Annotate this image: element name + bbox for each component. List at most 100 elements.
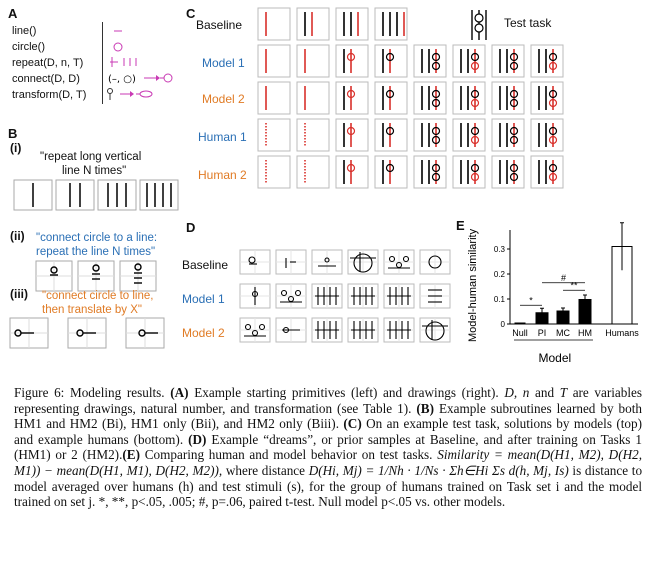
c-drawing-cell <box>491 155 525 189</box>
c-drawing-cell <box>296 7 330 41</box>
d-dream-cell <box>383 317 415 343</box>
y-tick-label: 0.3 <box>494 245 506 254</box>
d-dream-cell <box>239 249 271 275</box>
caption-formula1: Similarity = mean(D(H1, M2), D(H2, M1)) … <box>14 447 643 478</box>
c-drawing-cell <box>452 44 486 78</box>
primitive-repeat: repeat(D, n, T) <box>12 57 84 69</box>
c-row-label-human2: Human 2 <box>198 168 247 182</box>
quote-i-line1: "repeat long vertical <box>40 151 142 163</box>
subroutine-i-drawings <box>13 179 179 211</box>
c-drawing-cell <box>374 81 408 115</box>
d-dream-cell <box>311 249 343 275</box>
subroutine-ii-drawings <box>35 260 157 292</box>
test-task-label: Test task <box>504 16 552 30</box>
chart-ylabel: Model-human similarity <box>467 228 479 342</box>
c-row-label-human1: Human 1 <box>198 130 247 144</box>
d-dream-cell <box>239 283 271 309</box>
d-dream-cell <box>347 283 379 309</box>
c-drawing-cell <box>491 118 525 152</box>
x-tick-label: Null <box>512 328 528 338</box>
c-drawing-cell <box>452 118 486 152</box>
caption-d-text: Example “dreams”, or prior samples at Ba… <box>14 431 643 463</box>
c-drawing-cell <box>374 44 408 78</box>
c-drawing-cell <box>296 44 330 78</box>
d-dream-cell <box>347 317 379 343</box>
subroutine-iii-drawings <box>9 317 165 349</box>
d-dream-cell <box>347 249 379 275</box>
primitive-line: line() <box>12 25 37 37</box>
d-row-label-model2: Model 2 <box>182 326 225 340</box>
caption-e-text: Comparing human and model behavior on te… <box>144 447 433 463</box>
x-tick-label: MC <box>556 328 570 338</box>
d-dream-cell <box>419 283 451 309</box>
c-drawing-cell <box>530 155 564 189</box>
c-drawing-cell <box>530 81 564 115</box>
d-dream-cell <box>239 317 271 343</box>
panel-d-grid <box>239 249 451 343</box>
panel-label-d: D <box>186 220 196 235</box>
caption-is: is <box>572 462 582 478</box>
d-dream-cell <box>311 283 343 309</box>
c-drawing-cell <box>335 81 369 115</box>
x-tick-label: HM <box>578 328 592 338</box>
sub-label-i: (i) <box>10 141 22 155</box>
c-drawing-cell <box>257 7 291 41</box>
y-tick-label: 0.1 <box>494 295 506 304</box>
c-drawing-cell <box>257 118 291 152</box>
quote-ii-line2: repeat the line N times" <box>36 246 156 258</box>
primitive-connect: connect(D, D) <box>12 73 80 85</box>
sub-label-iii: (iii) <box>10 287 28 301</box>
d-dream-cell <box>383 249 415 275</box>
c-drawing-cell <box>257 81 291 115</box>
c-drawing-cell <box>530 118 564 152</box>
caption-b-tag: (B) <box>416 400 434 416</box>
d-dream-cell <box>419 317 451 343</box>
sub-label-ii: (ii) <box>10 229 25 243</box>
c-row-label-model2: Model 2 <box>202 92 245 106</box>
quote-iii-line2: then translate by X" <box>42 304 142 316</box>
c-drawing-cell <box>374 7 408 41</box>
c-drawing-cell <box>413 81 447 115</box>
c-drawing-cell <box>257 44 291 78</box>
panel-label-b: B <box>8 126 18 141</box>
divider <box>102 22 103 104</box>
panel-label-c: C <box>186 6 196 21</box>
c-row-label-model1: Model 1 <box>202 56 245 70</box>
c-drawing-cell <box>413 118 447 152</box>
test-task-icon <box>471 10 487 40</box>
caption-where: where distance <box>225 462 305 478</box>
caption-d-tag: (D) <box>188 431 207 447</box>
primitive-transform: transform(D, T) <box>12 89 87 101</box>
c-drawing-cell <box>413 155 447 189</box>
x-tick-label: PI <box>538 328 547 338</box>
c-drawing-cell <box>374 118 408 152</box>
caption-formula2: D(Hi, Mj) = 1/Nh · 1/Ns · Σh∈Hi Σs d(h, … <box>308 462 569 478</box>
c-drawing-cell <box>452 81 486 115</box>
figure-caption: Figure 6: Modeling results. (A) Example … <box>14 385 643 510</box>
c-drawing-cell <box>491 44 525 78</box>
c-drawing-cell <box>296 81 330 115</box>
x-tick-label: Humans <box>605 328 639 338</box>
y-tick-label: 0 <box>501 320 506 329</box>
quote-ii-line1: "connect circle to a line: <box>36 232 158 244</box>
sig-star-bracket-label: * <box>529 295 533 305</box>
caption-t-text: are variables representing drawings, nat… <box>14 385 643 416</box>
caption-a-tag: (A) <box>170 385 189 400</box>
caption-a-text: Example starting primitives (left) and d… <box>194 385 499 400</box>
caption-rest: distance to model averaged over humans (… <box>14 462 643 510</box>
c-drawing-cell <box>491 81 525 115</box>
caption-fig: Figure 6: Modeling results. <box>14 385 165 400</box>
c-drawing-cell <box>296 155 330 189</box>
d-dream-cell <box>275 249 307 275</box>
primitive-drawings: (–, ○) <box>107 30 173 100</box>
d-row-label-model1: Model 1 <box>182 292 225 306</box>
d-dream-cell <box>383 283 415 309</box>
d-row-label-baseline: Baseline <box>182 258 229 272</box>
primitive-circle: circle() <box>12 41 45 53</box>
panel-c-grid <box>257 7 564 189</box>
c-drawing-cell <box>257 155 291 189</box>
quote-iii: "connect circle to line, then translate … <box>42 289 153 317</box>
c-drawing-cell <box>335 44 369 78</box>
caption-b-text: Example subroutines learned by both HM1 … <box>14 400 642 432</box>
connect-glyph: (–, ○) <box>108 74 136 85</box>
